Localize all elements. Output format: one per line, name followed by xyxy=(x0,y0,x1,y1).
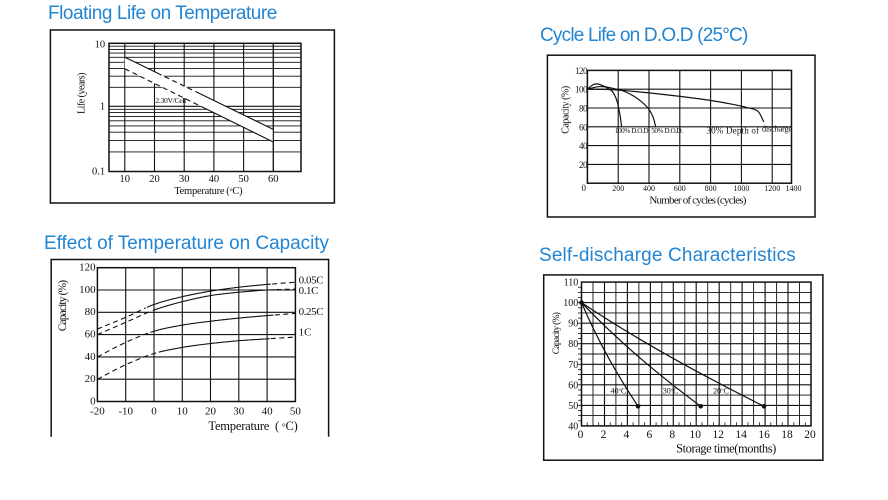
svg-text:60: 60 xyxy=(579,122,588,132)
svg-text:4: 4 xyxy=(624,429,630,441)
svg-text:40: 40 xyxy=(209,174,220,185)
svg-text:90: 90 xyxy=(568,319,578,330)
svg-text:10: 10 xyxy=(689,429,701,441)
svg-text:discharge: discharge xyxy=(762,124,792,134)
svg-text:0: 0 xyxy=(578,429,584,441)
svg-text:110: 110 xyxy=(564,278,579,289)
svg-text:20: 20 xyxy=(85,373,97,385)
svg-text:10: 10 xyxy=(120,174,131,185)
svg-text:Temperature (°C): Temperature (°C) xyxy=(174,186,243,197)
svg-text:Number of cycles (cycles): Number of cycles (cycles) xyxy=(649,195,746,207)
svg-text:100% D.O.D.: 100% D.O.D. xyxy=(615,127,650,135)
svg-text:0: 0 xyxy=(582,183,587,193)
svg-text:100: 100 xyxy=(79,284,96,296)
svg-text:Storage time(months): Storage time(months) xyxy=(676,442,776,456)
svg-text:20: 20 xyxy=(804,429,816,441)
svg-text:10: 10 xyxy=(177,406,189,418)
svg-text:18: 18 xyxy=(781,429,793,441)
svg-text:20°C: 20°C xyxy=(713,387,729,396)
svg-text:80: 80 xyxy=(568,339,578,350)
svg-text:1200: 1200 xyxy=(764,184,780,193)
svg-text:0.1: 0.1 xyxy=(92,167,105,178)
svg-text:8: 8 xyxy=(669,429,675,441)
svg-text:6: 6 xyxy=(647,429,653,441)
svg-text:30: 30 xyxy=(233,406,245,418)
svg-text:1C: 1C xyxy=(299,327,312,339)
svg-text:120: 120 xyxy=(575,66,588,76)
svg-text:200: 200 xyxy=(612,184,624,193)
svg-text:40°C: 40°C xyxy=(611,387,627,396)
svg-text:800: 800 xyxy=(705,184,717,193)
svg-text:40: 40 xyxy=(579,141,588,151)
svg-text:80: 80 xyxy=(579,104,588,114)
svg-text:1400: 1400 xyxy=(786,184,802,193)
svg-text:120: 120 xyxy=(79,262,96,274)
svg-text:0.1C: 0.1C xyxy=(299,285,319,297)
svg-text:20: 20 xyxy=(579,160,588,170)
svg-text:30°C: 30°C xyxy=(663,387,679,396)
svg-text:40: 40 xyxy=(262,406,274,418)
svg-text:600: 600 xyxy=(674,184,686,193)
svg-text:0: 0 xyxy=(90,395,96,407)
svg-text:16: 16 xyxy=(758,429,770,441)
svg-text:70: 70 xyxy=(568,360,578,371)
svg-text:50% D.O.D.: 50% D.O.D. xyxy=(651,127,683,135)
svg-text:400: 400 xyxy=(643,184,655,193)
svg-text:10: 10 xyxy=(95,40,106,51)
svg-text:14: 14 xyxy=(735,429,747,441)
svg-text:60: 60 xyxy=(568,380,578,391)
svg-text:50: 50 xyxy=(568,401,578,412)
svg-text:60: 60 xyxy=(85,329,97,341)
svg-text:Capacity (%): Capacity (%) xyxy=(561,86,572,134)
svg-text:20: 20 xyxy=(149,174,160,185)
svg-text:-10: -10 xyxy=(118,406,133,418)
svg-text:0.25C: 0.25C xyxy=(299,306,324,318)
svg-text:40: 40 xyxy=(85,351,97,363)
svg-text:Temperature ( °C): Temperature ( °C) xyxy=(208,419,297,433)
svg-text:0.05C: 0.05C xyxy=(299,275,324,287)
svg-text:1000: 1000 xyxy=(733,184,749,193)
svg-text:20: 20 xyxy=(205,406,217,418)
svg-text:Capacity (%): Capacity (%) xyxy=(57,280,69,332)
svg-text:2.30V/Cell: 2.30V/Cell xyxy=(155,96,186,105)
svg-text:30: 30 xyxy=(179,174,190,185)
svg-text:100: 100 xyxy=(563,298,578,309)
svg-text:30% Depth of: 30% Depth of xyxy=(706,126,759,136)
svg-text:0: 0 xyxy=(151,406,157,418)
svg-text:2: 2 xyxy=(601,429,607,441)
svg-text:-20: -20 xyxy=(90,406,105,418)
svg-text:50: 50 xyxy=(238,174,249,185)
svg-text:50: 50 xyxy=(290,406,302,418)
svg-text:40: 40 xyxy=(568,421,578,432)
svg-text:80: 80 xyxy=(85,306,97,318)
svg-text:100: 100 xyxy=(575,85,588,95)
svg-text:Life (years): Life (years) xyxy=(77,73,88,114)
svg-text:12: 12 xyxy=(712,429,724,441)
svg-text:60: 60 xyxy=(268,174,279,185)
svg-text:Capacity (%): Capacity (%) xyxy=(551,312,562,354)
svg-text:1: 1 xyxy=(100,102,105,113)
